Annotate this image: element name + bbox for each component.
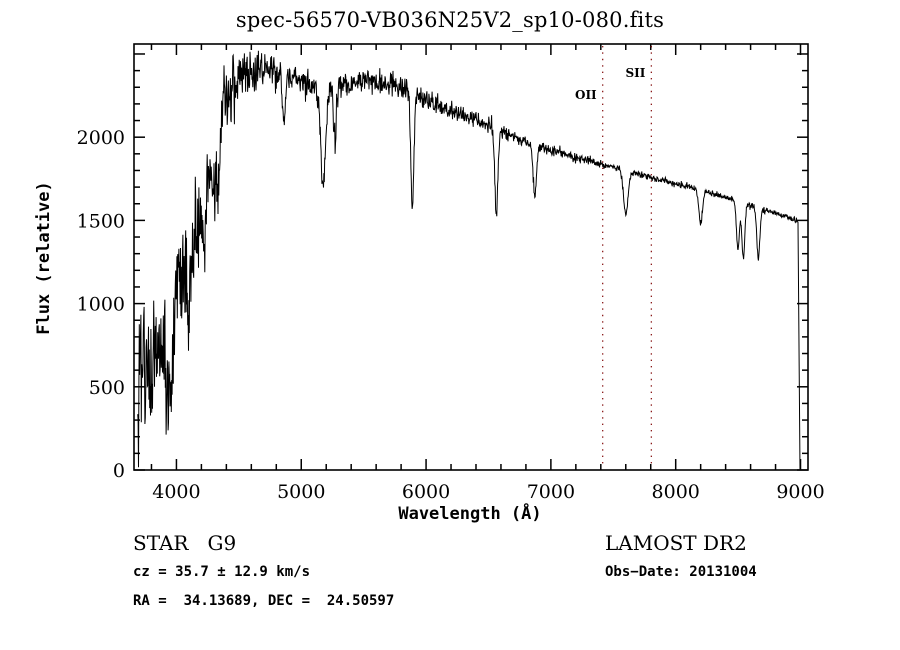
y-tick-label: 1500 [77, 210, 125, 232]
coordinates: RA = 34.13689, DEC = 24.50597 [133, 593, 395, 609]
plot-frame [133, 43, 809, 471]
object-type-and-subclass: STAR G9 [133, 531, 237, 555]
line-marker-label-sii: SII [625, 66, 645, 80]
spectrum-chart: 4000 5000 6000 7000 8000 9000 0 500 1000 1500 200… [34, 43, 825, 524]
y-tick-label: 1000 [77, 294, 125, 316]
survey-release: LAMOST DR2 [605, 531, 747, 555]
x-tick-label: 8000 [652, 481, 700, 503]
x-tick-label: 4000 [152, 481, 200, 503]
line-markers: OII SII [575, 46, 653, 468]
x-tick-label: 5000 [277, 481, 325, 503]
x-tick-label: 9000 [776, 481, 824, 503]
y-axis-tick-labels: 0 500 1000 1500 2000 [77, 127, 125, 482]
line-marker-label-oii: OII [575, 88, 597, 102]
y-axis-ticks [134, 53, 808, 471]
radial-velocity: cz = 35.7 ± 12.9 km/s [133, 564, 311, 580]
spectrum-plot-svg: 4000 5000 6000 7000 8000 9000 0 500 1000 1500 200… [34, 43, 825, 524]
metadata-footer: STAR G9 cz = 35.7 ± 12.9 km/s RA = 34.13… [0, 528, 900, 650]
obs-date: Obs−Date: 20131004 [605, 564, 757, 580]
x-tick-label: 7000 [527, 481, 575, 503]
footer-left-column: STAR G9 cz = 35.7 ± 12.9 km/s RA = 34.13… [133, 528, 394, 616]
spectrum-trace [137, 50, 801, 469]
x-axis-title: Wavelength (Å) [398, 501, 541, 524]
x-axis-tick-labels: 4000 5000 6000 7000 8000 9000 [152, 481, 824, 503]
y-tick-label: 2000 [77, 127, 125, 149]
y-tick-label: 0 [113, 460, 125, 482]
flux-trace [137, 50, 801, 469]
x-tick-label: 6000 [402, 481, 450, 503]
x-axis-ticks [150, 44, 802, 470]
y-tick-label: 500 [89, 377, 125, 399]
page-title: spec-56570-VB036N25V2_sp10-080.fits [235, 8, 665, 32]
footer-right-column: LAMOST DR2 Obs−Date: 20131004 [605, 528, 757, 587]
y-axis-title: Flux (relative) [34, 181, 54, 335]
